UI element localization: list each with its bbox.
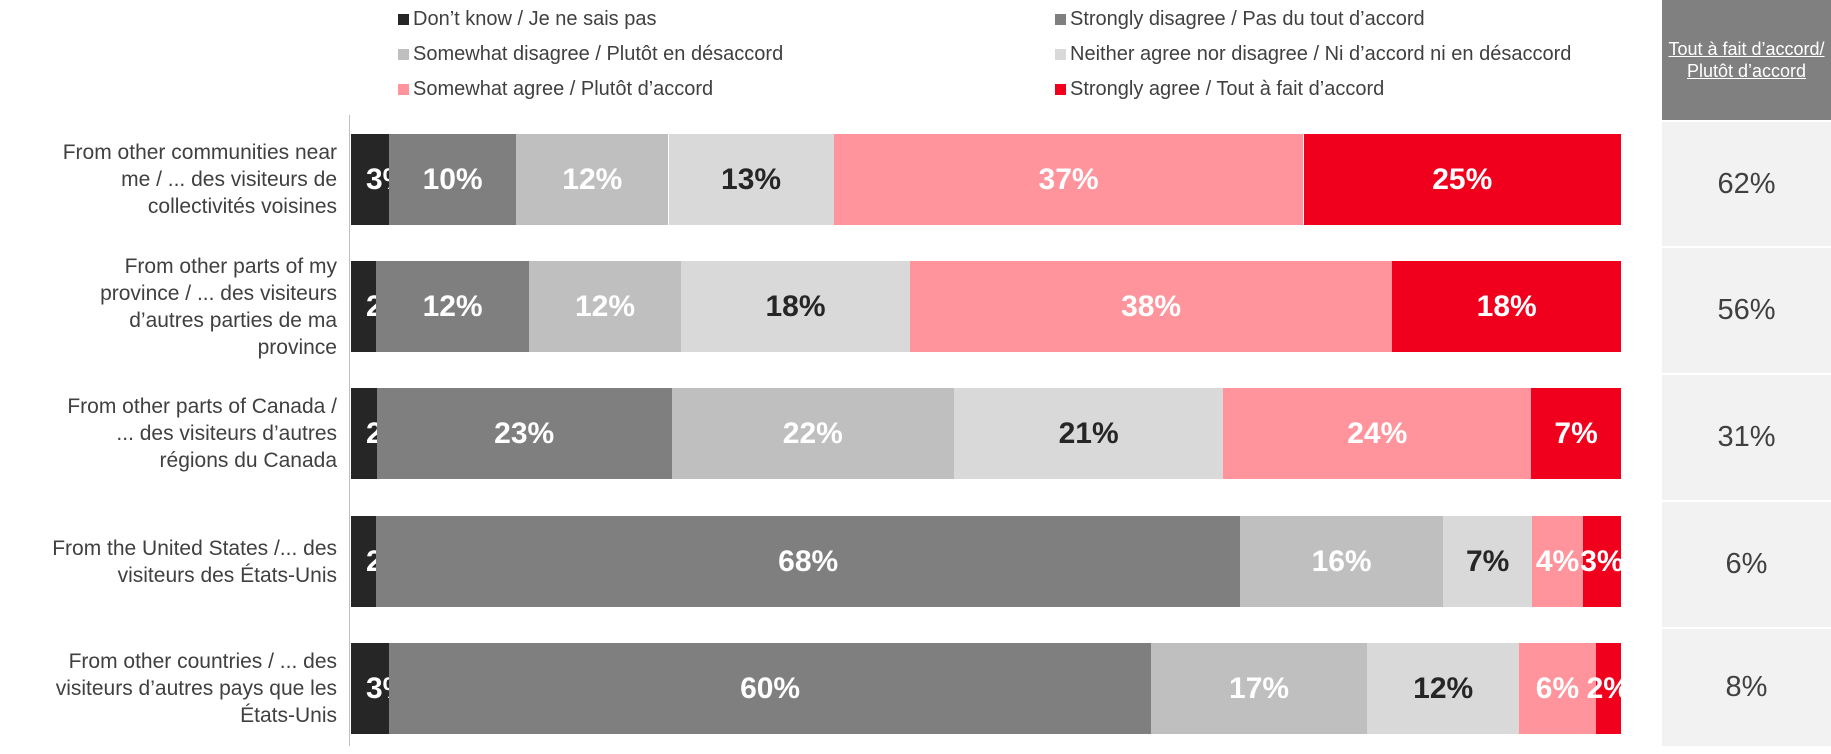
bar-segment bbox=[833, 134, 1304, 225]
legend-label-3: Neither agree nor disagree / Ni d’accord… bbox=[1070, 43, 1572, 65]
category-label: From other parts of my province / ... des… bbox=[0, 241, 337, 372]
bar-value-label: 10% bbox=[422, 162, 483, 196]
legend-swatch-5 bbox=[1055, 84, 1066, 95]
summary-value: 62% bbox=[1662, 120, 1831, 246]
category-label-line: ... des visiteurs d’autres bbox=[116, 422, 337, 445]
summary-value: 56% bbox=[1662, 246, 1831, 373]
category-label-line: régions du Canada bbox=[159, 449, 337, 472]
bar-value-label: 23% bbox=[494, 416, 555, 450]
bar-segment bbox=[1519, 643, 1596, 734]
bar-segment bbox=[376, 388, 672, 479]
bar-segment bbox=[1240, 516, 1444, 607]
bar-segment bbox=[668, 134, 834, 225]
category-label-line: visiteurs d’autres pays que les bbox=[55, 677, 337, 700]
bar-segment bbox=[528, 261, 682, 352]
bar-value-label: 4% bbox=[1535, 544, 1580, 578]
category-label-line: From other communities near bbox=[62, 141, 337, 164]
legend-swatch-3 bbox=[1055, 49, 1066, 60]
category-label: From other parts of Canada / ... des visi… bbox=[0, 368, 337, 499]
legend-label-1: Strongly disagree / Pas du tout d’accord bbox=[1070, 8, 1425, 30]
legend-label-0: Don’t know / Je ne sais pas bbox=[413, 8, 657, 30]
bar-segment bbox=[351, 261, 377, 352]
summary-value: 31% bbox=[1662, 373, 1831, 500]
category-label: From the United States /... des visiteurs… bbox=[0, 496, 337, 627]
bar-segment bbox=[671, 388, 954, 479]
bar-segment bbox=[376, 261, 529, 352]
bar-segment bbox=[1531, 388, 1621, 479]
summary-value: 8% bbox=[1662, 627, 1831, 746]
category-label-line: d’autres parties de ma bbox=[129, 308, 337, 332]
legend-swatch-4 bbox=[398, 84, 409, 95]
bar-segment bbox=[1443, 516, 1533, 607]
bar-segment bbox=[351, 388, 377, 479]
bar-value-label: 16% bbox=[1311, 544, 1372, 578]
bar-value-label: 18% bbox=[765, 289, 826, 323]
category-label-line: From other parts of my bbox=[124, 254, 337, 278]
summary-column-header: Tout à fait d’accord/ Plutôt d’accord bbox=[1662, 0, 1831, 120]
bar-segment bbox=[953, 388, 1224, 479]
bar-value-label: 3% bbox=[1580, 544, 1624, 578]
bar-value-label: 12% bbox=[562, 162, 623, 196]
bar-segment bbox=[351, 134, 390, 225]
bar-segment bbox=[681, 261, 910, 352]
category-label-line: From other parts of Canada / bbox=[67, 395, 337, 418]
bar-value-label: 6% bbox=[1535, 671, 1580, 705]
category-label-line: visiteurs des États-Unis bbox=[117, 563, 337, 587]
bar-value-label: 21% bbox=[1058, 416, 1119, 450]
bar-segment bbox=[1582, 516, 1621, 607]
category-label-line: province / ... des visiteurs bbox=[100, 281, 337, 305]
bar-segment bbox=[389, 134, 517, 225]
bar-value-label: 24% bbox=[1347, 416, 1408, 450]
bar-segment bbox=[1223, 388, 1532, 479]
bar-value-label: 7% bbox=[1554, 416, 1598, 450]
bar-value-label: 60% bbox=[740, 671, 801, 705]
bar-value-label: 38% bbox=[1121, 289, 1182, 323]
category-label-line: province bbox=[257, 335, 337, 359]
bar-segment bbox=[376, 516, 1240, 607]
bar-value-label: 22% bbox=[782, 416, 843, 450]
bar-value-label: 12% bbox=[422, 289, 483, 323]
bar-value-label: 37% bbox=[1038, 162, 1099, 196]
bar-segment bbox=[351, 516, 377, 607]
bar-value-label: 12% bbox=[1413, 671, 1474, 705]
bar-segment bbox=[1532, 516, 1583, 607]
bar-value-label: 68% bbox=[778, 544, 839, 578]
bar-segment bbox=[909, 261, 1393, 352]
bar-value-label: 12% bbox=[574, 289, 636, 323]
bar-value-label: 7% bbox=[1465, 544, 1510, 578]
bar-value-label: 13% bbox=[721, 162, 782, 196]
bar-segment bbox=[351, 643, 390, 734]
bar-segment bbox=[1595, 643, 1621, 734]
bar-value-label: 25% bbox=[1432, 162, 1493, 196]
category-label-line: collectivités voisines bbox=[147, 195, 337, 218]
bar-segment bbox=[1303, 134, 1621, 225]
bar-segment bbox=[389, 643, 1152, 734]
category-label-line: From the United States /... des bbox=[52, 536, 337, 560]
legend-swatch-0 bbox=[398, 14, 409, 25]
bar-segment bbox=[516, 134, 669, 225]
legend-label-5: Strongly agree / Tout à fait d’accord bbox=[1070, 78, 1385, 100]
category-label-line: États-Unis bbox=[240, 704, 337, 727]
category-label: From other communities near me / ... des … bbox=[0, 114, 337, 245]
legend-swatch-1 bbox=[1055, 14, 1066, 25]
category-axis-line bbox=[349, 115, 350, 746]
category-label: From other countries / ... des visiteurs … bbox=[0, 623, 337, 754]
bar-segment bbox=[1151, 643, 1367, 734]
legend-label-2: Somewhat disagree / Plutôt en désaccord bbox=[413, 43, 784, 65]
legend-label-4: Somewhat agree / Plutôt d’accord bbox=[413, 78, 714, 100]
bar-value-label: 17% bbox=[1229, 671, 1290, 705]
bar-value-label: 2% bbox=[1586, 671, 1630, 705]
category-label-line: From other countries / ... des bbox=[68, 650, 337, 673]
category-label-line: me / ... des visiteurs de bbox=[121, 168, 337, 191]
bar-segment bbox=[1392, 261, 1621, 352]
bar-value-label: 18% bbox=[1476, 289, 1537, 323]
legend-swatch-2 bbox=[398, 49, 409, 60]
summary-value: 6% bbox=[1662, 500, 1831, 627]
bar-segment bbox=[1367, 643, 1520, 734]
